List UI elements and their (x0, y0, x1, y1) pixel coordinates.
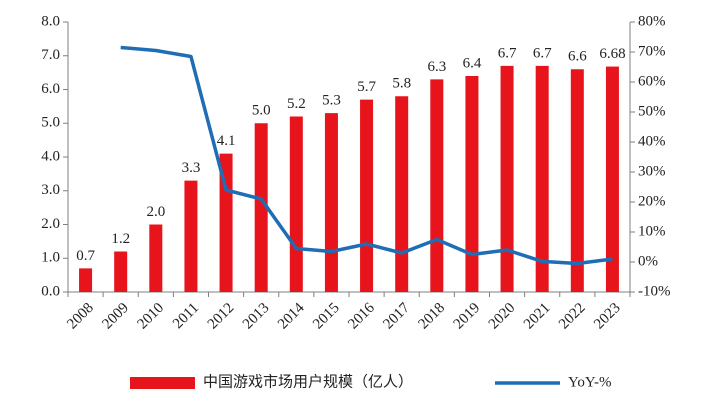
x-tick-label: 2016 (345, 300, 378, 333)
bar-value-label: 6.7 (498, 45, 517, 61)
legend-label: 中国游戏市场用户规模（亿人） (203, 373, 413, 390)
x-tick-label: 2019 (451, 300, 484, 333)
legend-swatch (130, 377, 195, 389)
bar-value-label: 6.4 (463, 55, 482, 71)
bar-value-label: 5.2 (287, 96, 306, 112)
bar (430, 79, 444, 292)
y-tick-label: 8.0 (41, 13, 60, 29)
bar-value-label: 1.2 (111, 231, 130, 247)
x-tick-label: 2020 (486, 300, 519, 333)
bar-value-label: 4.1 (217, 133, 236, 149)
bar (114, 251, 128, 292)
y2-tick-label: 20% (638, 193, 666, 209)
y2-tick-label: -10% (638, 283, 671, 299)
bar-value-label: 6.7 (533, 45, 552, 61)
bar (500, 65, 514, 292)
bar (79, 268, 93, 292)
x-tick-label: 2021 (521, 300, 554, 333)
bar-value-label: 5.8 (392, 76, 411, 92)
y2-tick-label: 50% (638, 103, 666, 119)
y-tick-label: 5.0 (41, 115, 60, 131)
bar-value-label: 5.3 (322, 93, 341, 109)
bar (289, 116, 303, 292)
bar (570, 69, 584, 292)
x-tick-label: 2014 (275, 300, 308, 333)
x-tick-label: 2018 (416, 300, 449, 333)
x-tick-label: 2008 (64, 300, 97, 333)
bar (605, 66, 619, 292)
bar-value-label: 6.6 (568, 49, 587, 65)
y2-tick-label: 80% (638, 13, 666, 29)
bar-value-label: 0.7 (76, 248, 95, 264)
bar (465, 76, 479, 292)
bar-value-label: 6.3 (427, 59, 446, 75)
y2-tick-label: 30% (638, 163, 666, 179)
bar-value-label: 3.3 (182, 160, 201, 176)
x-tick-label: 2010 (135, 300, 168, 333)
bar-value-label: 2.0 (146, 204, 165, 220)
y2-tick-label: 0% (638, 253, 658, 269)
bar (535, 65, 549, 292)
y2-tick-label: 70% (638, 43, 666, 59)
bar-value-label: 5.7 (357, 79, 376, 95)
x-tick-label: 2023 (591, 300, 624, 333)
y-tick-label: 6.0 (41, 81, 60, 97)
bar (324, 113, 338, 292)
bar-value-label: 5.0 (252, 103, 271, 119)
bar (219, 153, 233, 292)
bar (254, 123, 268, 292)
y-tick-label: 2.0 (41, 216, 60, 232)
bar (149, 224, 163, 292)
x-tick-label: 2013 (240, 300, 273, 333)
x-tick-label: 2009 (99, 300, 132, 333)
y-tick-label: 0.0 (41, 283, 60, 299)
y-tick-label: 4.0 (41, 148, 60, 164)
x-tick-label: 2022 (556, 300, 589, 333)
x-tick-label: 2011 (170, 300, 202, 332)
bar (395, 96, 409, 292)
y2-tick-label: 60% (638, 73, 666, 89)
x-tick-label: 2012 (205, 300, 238, 333)
bar-value-label: 6.68 (599, 46, 625, 62)
y-tick-label: 7.0 (41, 47, 60, 63)
x-tick-label: 2015 (310, 300, 343, 333)
line-series (120, 45, 613, 266)
y2-tick-label: 10% (638, 223, 666, 239)
y2-tick-label: 40% (638, 133, 666, 149)
bar (360, 99, 374, 292)
y-tick-label: 3.0 (41, 182, 60, 198)
y-tick-label: 1.0 (41, 250, 60, 266)
legend-label: YoY-% (568, 374, 612, 390)
bar (184, 180, 198, 292)
x-tick-label: 2017 (380, 300, 413, 333)
